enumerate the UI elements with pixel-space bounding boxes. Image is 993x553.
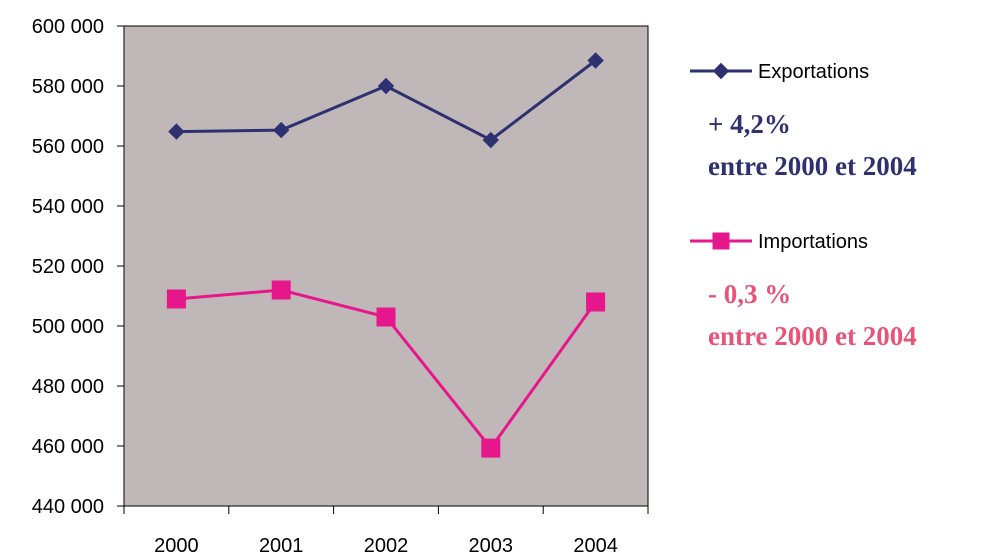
y-tick-label: 460 000 [32, 436, 104, 458]
legend-marker-importations [712, 232, 730, 250]
plot-area [123, 25, 649, 507]
series-importations [166, 280, 606, 458]
y-axis: 440 000 460 000 480 000 500 000 520 000 540 0… [32, 16, 124, 518]
x-tick-label: 2004 [573, 535, 618, 553]
legend-marker-exportations [712, 62, 730, 80]
annotation-exportations-line-2: entre 2000 et 2004 [708, 151, 917, 181]
importations-point [376, 307, 396, 327]
y-tick-label: 500 000 [32, 316, 104, 338]
y-tick-label: 540 000 [32, 196, 104, 218]
x-tick-label: 2001 [259, 535, 304, 553]
y-tick-label: 560 000 [32, 136, 104, 158]
y-tick-label: 520 000 [32, 256, 104, 278]
importations-point [166, 289, 186, 309]
importations-point [586, 292, 606, 312]
y-tick-label: 580 000 [32, 76, 104, 98]
legend-label-importations: Importations [758, 231, 868, 253]
x-tick-label: 2003 [469, 535, 514, 553]
series-layer [166, 52, 606, 458]
exportations-point [272, 121, 290, 139]
exportations-point [168, 123, 185, 140]
annotation-importations-line-2: entre 2000 et 2004 [708, 321, 917, 351]
y-tick-label: 600 000 [32, 16, 104, 38]
exportations-point [587, 52, 604, 69]
legend: Exportations + 4,2% entre 2000 et 2004 Impo… [690, 61, 917, 351]
x-axis: 2000 2001 2002 2003 2004 [123, 506, 649, 553]
series-exportations [168, 52, 604, 149]
x-tick-label: 2002 [364, 535, 409, 553]
y-tick-label: 480 000 [32, 376, 104, 398]
legend-label-exportations: Exportations [758, 61, 869, 83]
annotation-exportations-line-1: + 4,2% [708, 109, 791, 139]
y-tick-label: 440 000 [32, 496, 104, 518]
importations-point [271, 280, 291, 300]
importations-point [481, 438, 501, 458]
exportations-point [482, 131, 500, 149]
annotation-importations-line-1: - 0,3 % [708, 279, 791, 309]
exportations-point [377, 77, 395, 95]
x-tick-label: 2000 [154, 535, 199, 553]
